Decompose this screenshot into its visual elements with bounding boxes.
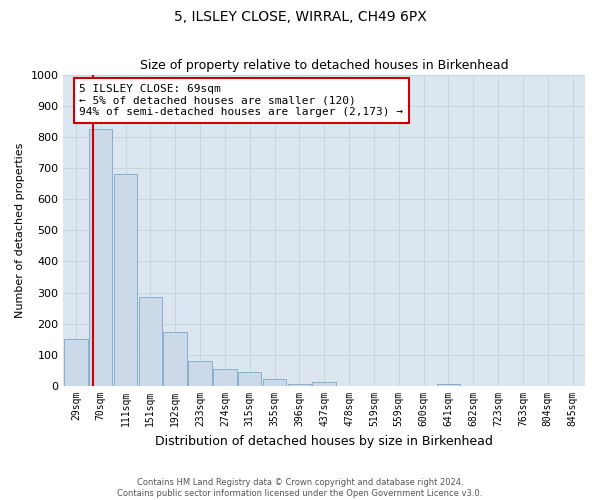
Text: 5, ILSLEY CLOSE, WIRRAL, CH49 6PX: 5, ILSLEY CLOSE, WIRRAL, CH49 6PX xyxy=(173,10,427,24)
Bar xyxy=(89,129,112,386)
Bar xyxy=(313,382,336,386)
Bar xyxy=(287,384,311,386)
Title: Size of property relative to detached houses in Birkenhead: Size of property relative to detached ho… xyxy=(140,59,509,72)
Bar xyxy=(188,361,212,386)
Text: Contains HM Land Registry data © Crown copyright and database right 2024.
Contai: Contains HM Land Registry data © Crown c… xyxy=(118,478,482,498)
Bar xyxy=(114,174,137,386)
Bar xyxy=(213,369,236,386)
Y-axis label: Number of detached properties: Number of detached properties xyxy=(15,142,25,318)
Bar xyxy=(139,298,162,386)
Bar xyxy=(238,372,262,386)
X-axis label: Distribution of detached houses by size in Birkenhead: Distribution of detached houses by size … xyxy=(155,434,493,448)
Text: 5 ILSLEY CLOSE: 69sqm
← 5% of detached houses are smaller (120)
94% of semi-deta: 5 ILSLEY CLOSE: 69sqm ← 5% of detached h… xyxy=(79,84,403,117)
Bar xyxy=(163,332,187,386)
Bar xyxy=(437,384,460,386)
Bar xyxy=(64,340,88,386)
Bar xyxy=(263,379,286,386)
